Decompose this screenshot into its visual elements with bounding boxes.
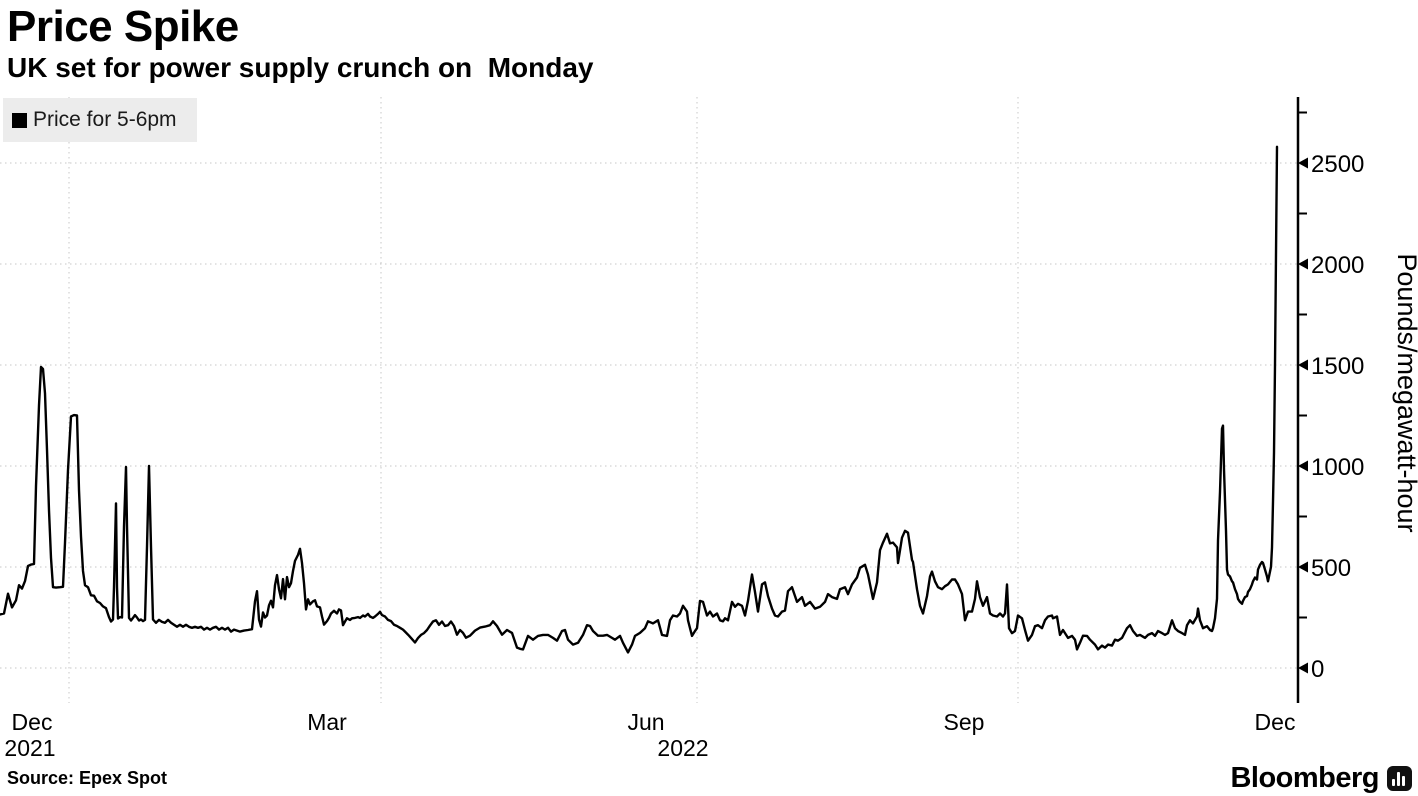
chart-subtitle: UK set for power supply crunch on Monday — [7, 52, 594, 83]
bloomberg-wordmark: Bloomberg — [1230, 762, 1379, 794]
legend-label: Price for 5-6pm — [33, 108, 177, 131]
chart-title: Price Spike — [7, 2, 239, 51]
y-major-tick-arrow-icon — [1298, 359, 1308, 371]
x-tick-label: Dec — [1255, 709, 1296, 735]
x-year-label: 2022 — [657, 735, 708, 761]
y-major-tick-arrow-icon — [1298, 662, 1308, 674]
x-year-label: 2021 — [4, 735, 55, 761]
y-tick-label: 0 — [1311, 656, 1324, 683]
x-tick-label: Jun — [627, 709, 664, 735]
legend: Price for 5-6pm — [3, 98, 197, 142]
y-tick-label: 2500 — [1311, 151, 1364, 178]
y-tick-label: 500 — [1311, 555, 1351, 582]
y-tick-label: 1000 — [1311, 454, 1364, 481]
price-line — [0, 145, 1279, 654]
bar-chart-icon — [1387, 766, 1412, 791]
legend-swatch-icon — [12, 112, 27, 128]
y-axis-title: Pounds/megawatt-hour — [1392, 253, 1418, 532]
y-tick-label: 1500 — [1311, 353, 1364, 380]
y-major-tick-arrow-icon — [1298, 460, 1308, 472]
x-tick-label: Sep — [944, 709, 985, 735]
y-major-tick-arrow-icon — [1298, 157, 1308, 169]
x-tick-label: Dec — [12, 709, 53, 735]
y-tick-label: 2000 — [1311, 252, 1364, 279]
source-note: Source: Epex Spot — [7, 768, 168, 788]
y-major-tick-arrow-icon — [1298, 561, 1308, 573]
x-tick-label: Mar — [307, 709, 347, 735]
y-major-tick-arrow-icon — [1298, 258, 1308, 270]
bloomberg-logo: Bloomberg — [1230, 762, 1412, 795]
